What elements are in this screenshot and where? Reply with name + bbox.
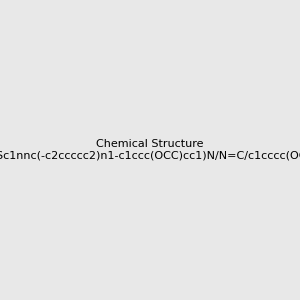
Text: Chemical Structure
O=C(CSc1nnc(-c2ccccc2)n1-c1ccc(OCC)cc1)N/N=C/c1cccc(OC)c1OC: Chemical Structure O=C(CSc1nnc(-c2ccccc2… bbox=[0, 139, 300, 161]
